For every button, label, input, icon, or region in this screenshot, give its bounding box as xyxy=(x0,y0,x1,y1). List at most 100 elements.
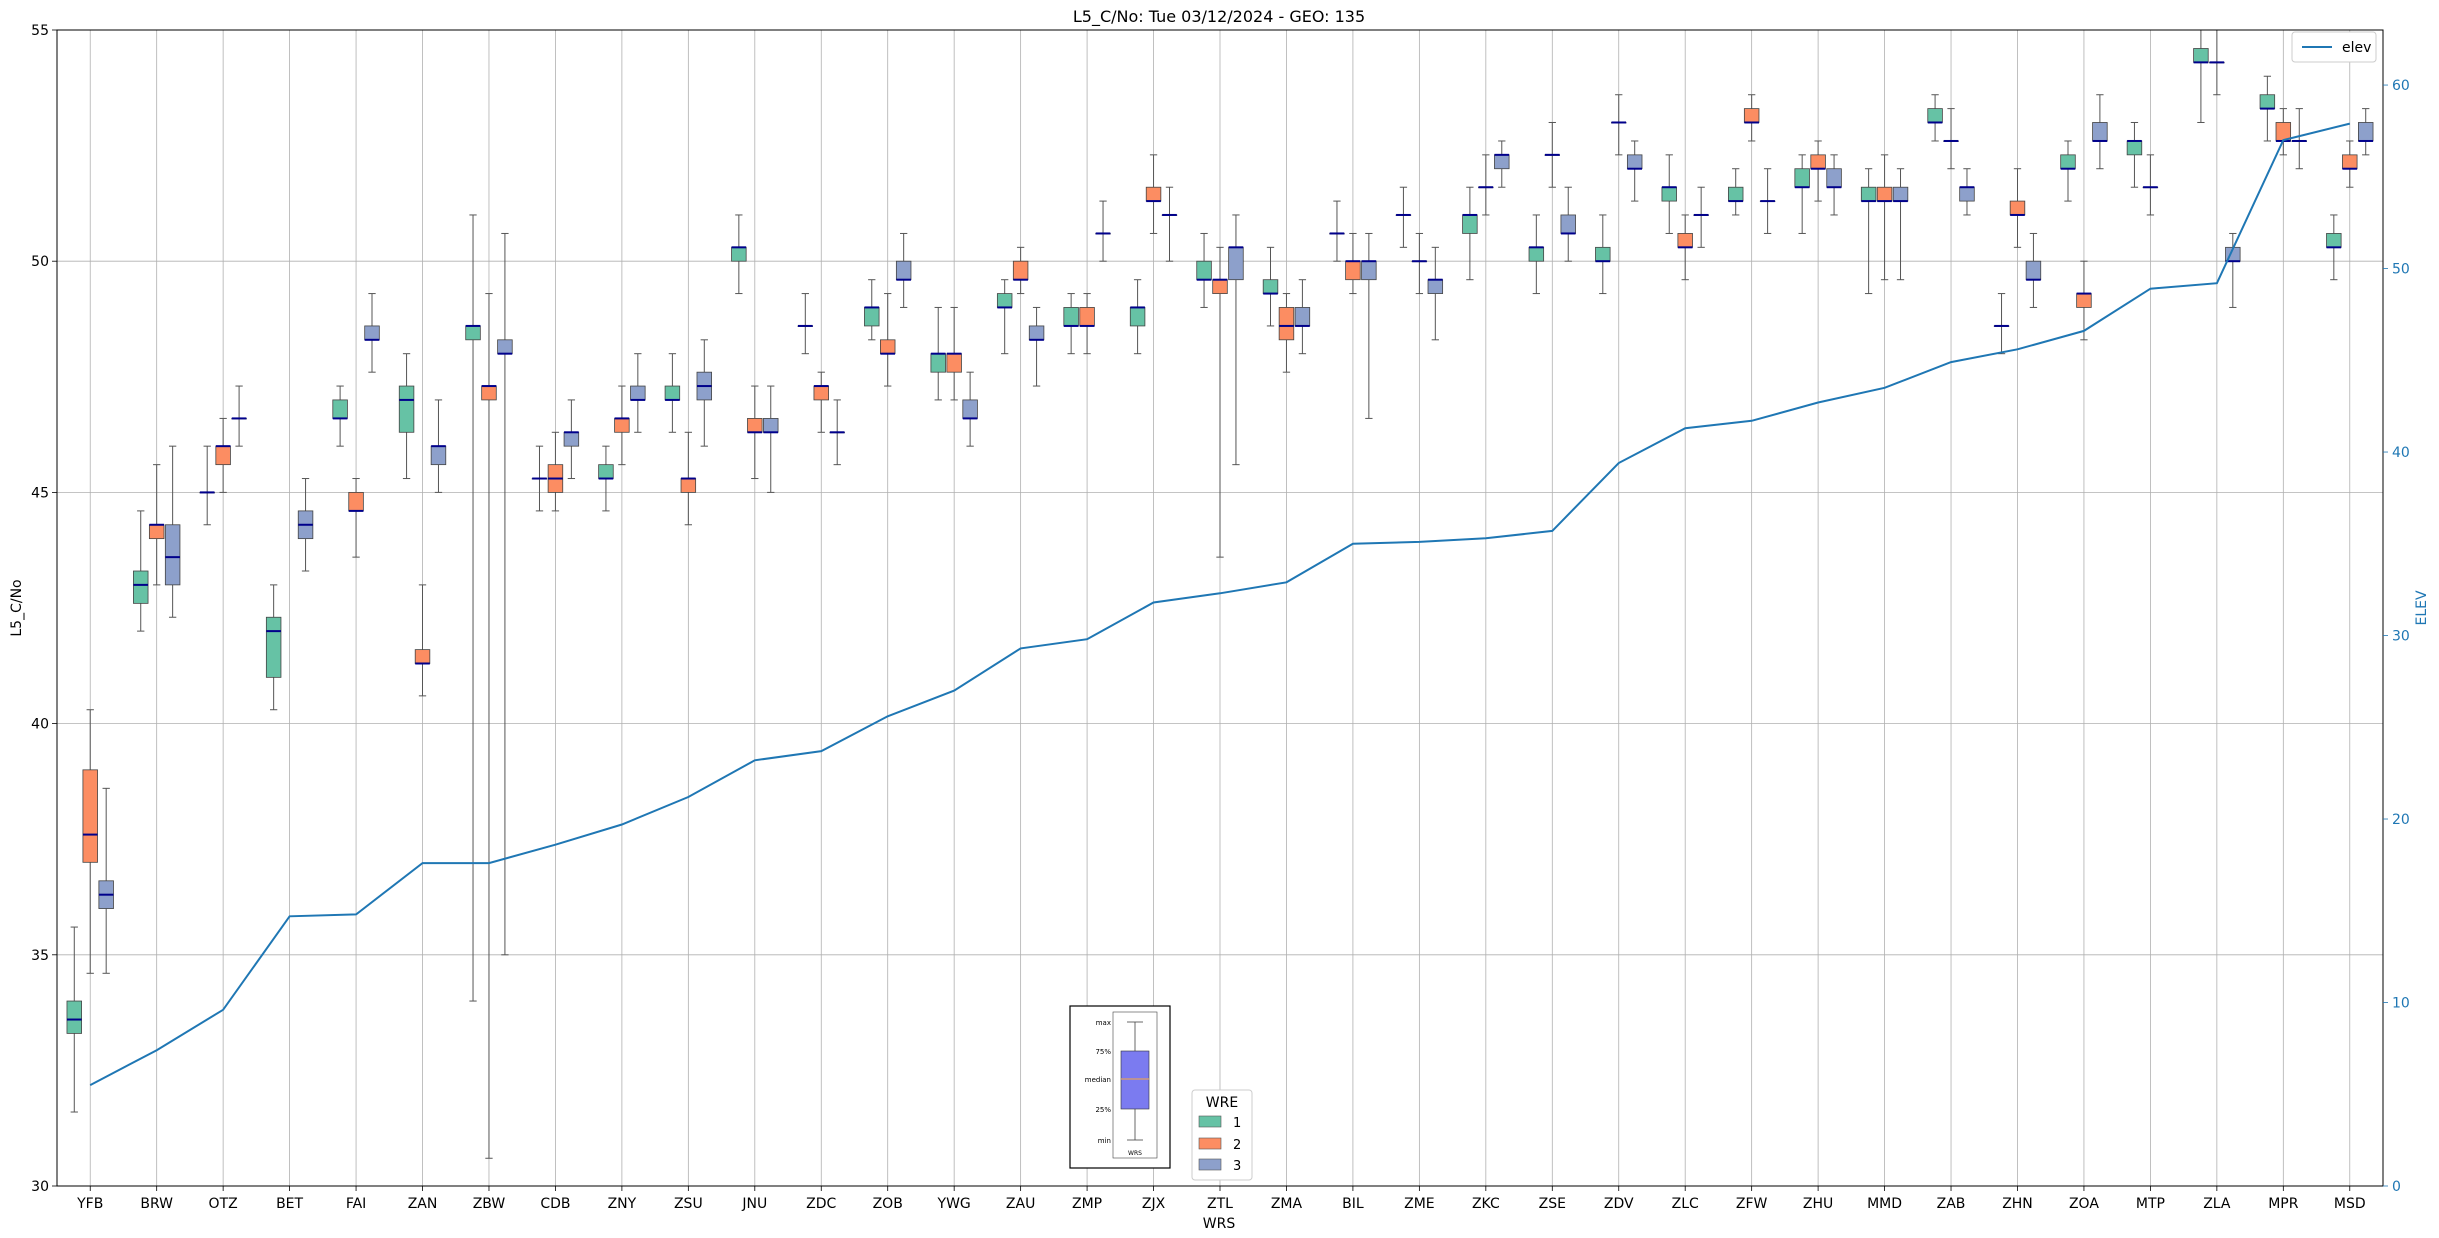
box-body xyxy=(2092,122,2108,142)
box-ZLA-wre3 xyxy=(2225,232,2241,308)
box-body xyxy=(962,399,978,419)
box-MSD-wre1 xyxy=(2326,214,2342,281)
box-ZMP-wre2 xyxy=(1079,293,1095,355)
box-body xyxy=(1727,186,1744,202)
box-body xyxy=(1959,186,1975,202)
box-ZLA-wre2 xyxy=(2209,29,2225,96)
box-ZAU-wre3 xyxy=(1028,306,1045,387)
box-body xyxy=(1927,108,1943,123)
box-body xyxy=(930,353,946,373)
box-body xyxy=(1462,214,1478,234)
box-BIL-wre2 xyxy=(1345,232,1361,295)
box-body xyxy=(66,1000,82,1034)
y-axis-label: L5_C/No xyxy=(9,579,25,636)
box-ZNY-wre3 xyxy=(630,353,646,433)
x-tick-label: ZTL xyxy=(1207,1196,1233,1212)
box-JNU-wre1 xyxy=(731,214,747,295)
box-MTP-wre2 xyxy=(2142,154,2159,216)
box-ZAB-wre1 xyxy=(1927,94,1943,142)
box-BRW-wre3 xyxy=(164,445,181,618)
box-ZSU-wre1 xyxy=(664,353,681,433)
box-JNU-wre2 xyxy=(747,385,763,480)
box-OTZ-wre1 xyxy=(199,445,215,526)
x-tick-label: CDB xyxy=(540,1196,570,1212)
box-body xyxy=(813,385,829,401)
box-key-label-min: min xyxy=(1098,1137,1111,1145)
box-MSD-wre3 xyxy=(2358,108,2374,156)
box-body xyxy=(430,445,447,466)
box-ZFW-wre1 xyxy=(1727,168,1744,216)
box-body xyxy=(1262,279,1279,294)
x-tick-label: ZOB xyxy=(873,1196,903,1212)
x-tick-label: ZAB xyxy=(1937,1196,1966,1212)
box-body xyxy=(265,616,282,678)
box-body xyxy=(1079,307,1095,327)
x-tick-label: ZJX xyxy=(1142,1196,1166,1212)
box-body xyxy=(996,293,1013,308)
x-tick-label: ZHU xyxy=(1803,1196,1833,1212)
box-ZJX-wre3 xyxy=(1161,186,1178,262)
box-BRW-wre1 xyxy=(133,510,149,632)
box-body xyxy=(1278,307,1295,341)
x-tick-label: ZDV xyxy=(1604,1196,1634,1212)
box-body xyxy=(2060,154,2076,170)
box-ZLA-wre1 xyxy=(2193,29,2209,123)
box-ZDC-wre2 xyxy=(813,371,829,433)
y-tick-label: 45 xyxy=(31,485,49,501)
box-body xyxy=(680,478,697,493)
y2-tick-label: 40 xyxy=(2392,445,2410,461)
box-CDB-wre1 xyxy=(531,445,548,512)
legend-elev-label: elev xyxy=(2342,40,2371,56)
box-ZTL-wre3 xyxy=(1228,214,1244,466)
x-tick-label: ZAN xyxy=(408,1196,438,1212)
box-MPR-wre3 xyxy=(2291,108,2307,170)
y-tick-label: 30 xyxy=(31,1179,49,1195)
legend-elev: elev xyxy=(2291,31,2377,63)
box-body xyxy=(2025,260,2042,281)
x-axis: YFB BRW OTZ BET FAI ZAN ZBW CDB ZNY ZSU JNU ZDC ZOB Y… xyxy=(76,1186,2366,1212)
box-body xyxy=(1743,108,1760,123)
legend-wre-label-1: 1 xyxy=(1233,1116,1241,1131)
x-tick-label: ZHN xyxy=(2002,1196,2033,1212)
box-ZAB-wre2 xyxy=(1943,108,1959,170)
box-body xyxy=(630,385,646,401)
box-ZDC-wre3 xyxy=(829,399,845,466)
x-tick-label: ZMP xyxy=(1072,1196,1102,1212)
x-tick-label: FAI xyxy=(346,1196,366,1212)
legend-wre-swatch-3 xyxy=(1198,1158,1222,1171)
box-body xyxy=(1876,186,1893,202)
box-body xyxy=(895,260,912,281)
box-body xyxy=(731,246,747,262)
box-ZJX-wre1 xyxy=(1129,279,1146,355)
box-ZOB-wre3 xyxy=(895,232,912,308)
box-ZHU-wre1 xyxy=(1794,154,1810,234)
box-body xyxy=(414,649,431,664)
box-body xyxy=(946,353,962,373)
box-ZAU-wre2 xyxy=(1012,246,1029,295)
box-ZHN-wre2 xyxy=(2009,168,2026,248)
box-ZNY-wre1 xyxy=(598,445,614,512)
y2-tick-label: 30 xyxy=(2392,629,2410,645)
box-ZSE-wre2 xyxy=(1544,121,1560,188)
box-ZKC-wre1 xyxy=(1462,186,1478,281)
box-ZOA-wre2 xyxy=(2076,260,2092,341)
box-body xyxy=(332,399,348,419)
x-tick-label: BET xyxy=(276,1196,303,1212)
x-tick-label: YFB xyxy=(76,1196,103,1212)
box-YWG-wre1 xyxy=(930,306,946,401)
box-body xyxy=(1012,260,1029,281)
box-YFB-wre1 xyxy=(66,926,82,1113)
box-ZMP-wre3 xyxy=(1095,200,1111,262)
x-tick-label: MMD xyxy=(1867,1196,1902,1212)
box-ZDV-wre2 xyxy=(1611,94,1627,156)
box-CDB-wre2 xyxy=(547,431,564,512)
box-ZLC-wre3 xyxy=(1693,186,1709,248)
y2-tick-label: 60 xyxy=(2392,78,2410,94)
box-body xyxy=(364,325,380,341)
box-ZFW-wre2 xyxy=(1743,94,1760,142)
chart-title: L5_C/No: Tue 03/12/2024 - GEO: 135 xyxy=(1073,7,1365,27)
legend-wre-frame xyxy=(1191,1089,1253,1181)
legend-wre-label-3: 3 xyxy=(1233,1159,1241,1174)
box-ZBW-wre2 xyxy=(481,293,497,1159)
